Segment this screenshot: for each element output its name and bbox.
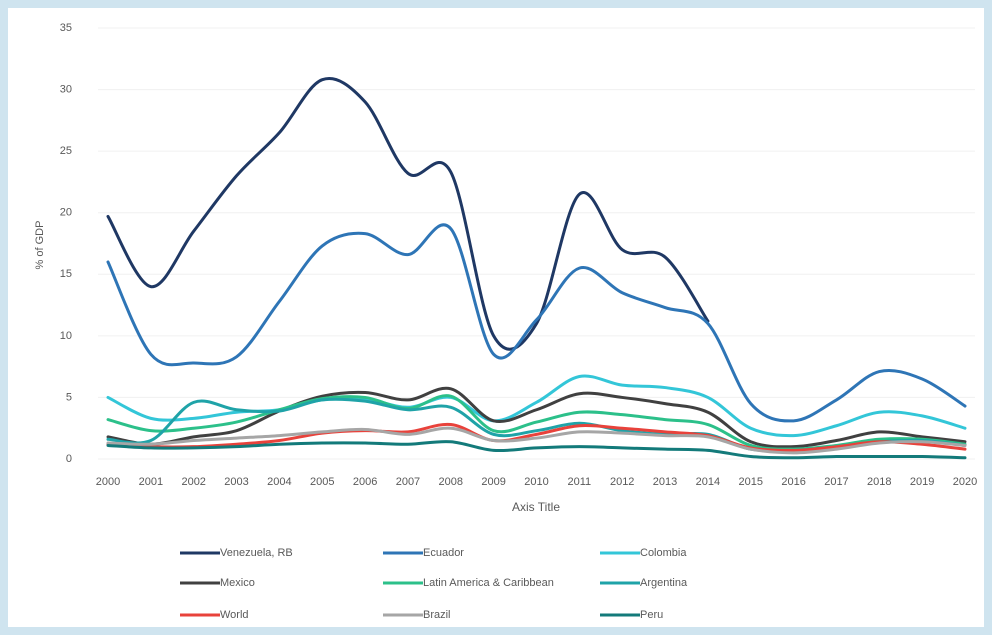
x-tick-label: 2017 — [824, 476, 848, 488]
x-tick-label: 2014 — [696, 476, 720, 488]
x-tick-label: 2010 — [524, 476, 548, 488]
x-tick-label: 2001 — [139, 476, 163, 488]
x-tick-label: 2016 — [781, 476, 805, 488]
legend-label: Mexico — [220, 577, 255, 589]
series-line — [106, 422, 967, 452]
legend-label: Colombia — [640, 547, 687, 559]
y-tick-label: 0 — [66, 453, 72, 465]
y-tick-label: 35 — [60, 22, 72, 34]
legend-label: Latin America & Caribbean — [423, 577, 554, 589]
legend-label: Venezuela, RB — [220, 547, 293, 559]
x-tick-label: 2002 — [181, 476, 205, 488]
x-tick-label: 2019 — [910, 476, 934, 488]
y-tick-label: 20 — [60, 207, 72, 219]
legend-label: Ecuador — [423, 547, 464, 559]
x-tick-label: 2018 — [867, 476, 891, 488]
y-tick-label: 5 — [66, 391, 72, 403]
x-tick-label: 2015 — [739, 476, 763, 488]
x-axis-title: Axis Title — [512, 500, 560, 514]
y-tick-label: 15 — [60, 268, 72, 280]
x-tick-label: 2012 — [610, 476, 634, 488]
series-line — [106, 223, 967, 423]
y-tick-label: 25 — [60, 145, 72, 157]
legend-label: Argentina — [640, 577, 688, 589]
legend-label: Brazil — [423, 609, 451, 621]
y-tick-label: 10 — [60, 330, 72, 342]
series-line — [106, 440, 967, 460]
series-line — [106, 77, 710, 351]
x-tick-label: 2020 — [953, 476, 977, 488]
x-tick-label: 2009 — [481, 476, 505, 488]
y-axis-title: % of GDP — [34, 221, 46, 270]
x-tick-label: 2007 — [396, 476, 420, 488]
x-tick-label: 2003 — [224, 476, 248, 488]
x-tick-label: 2005 — [310, 476, 334, 488]
y-tick-label: 30 — [60, 83, 72, 95]
legend-label: Peru — [640, 609, 663, 621]
x-tick-label: 2006 — [353, 476, 377, 488]
x-tick-label: 2004 — [267, 476, 291, 488]
chart-background — [8, 8, 984, 627]
series-line — [106, 426, 967, 455]
x-tick-label: 2000 — [96, 476, 120, 488]
x-tick-label: 2011 — [568, 476, 592, 488]
legend-label: World — [220, 609, 249, 621]
x-tick-label: 2013 — [653, 476, 677, 488]
x-tick-label: 2008 — [439, 476, 463, 488]
series-line — [106, 386, 967, 449]
